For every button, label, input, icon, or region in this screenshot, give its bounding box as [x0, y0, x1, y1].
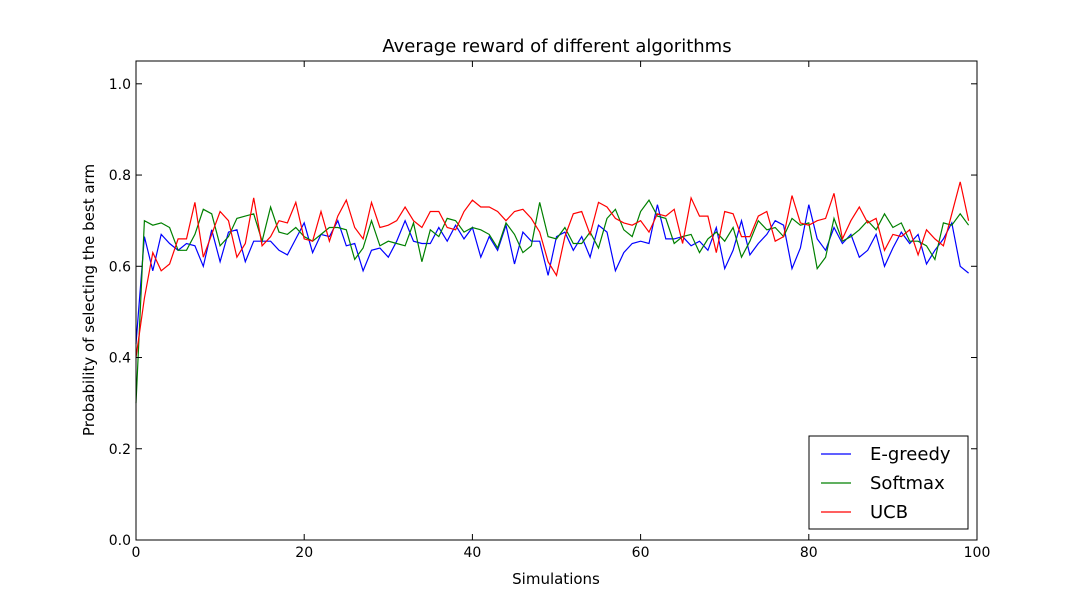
x-tick-label: 80 — [800, 545, 818, 561]
legend-label-softmax: Softmax — [870, 473, 945, 494]
x-tick-label: 60 — [632, 545, 650, 561]
series-line-e-greedy — [135, 204, 969, 344]
legend-label-e-greedy: E-greedy — [870, 444, 951, 465]
axes-ticks: 0 20 40 60 80 100 0.0 0.2 0.4 0.6 0.8 1.0 — [109, 60, 991, 561]
series-line-ucb — [135, 181, 970, 358]
chart-title: Average reward of different algorithms — [382, 36, 731, 57]
plot-area — [135, 181, 970, 404]
x-tick-label: 100 — [964, 545, 991, 561]
legend: E-greedy Softmax UCB — [808, 435, 969, 530]
x-tick-label: 20 — [295, 545, 313, 561]
y-axis-label: Probability of selecting the best arm — [80, 164, 98, 436]
x-tick-label: 40 — [463, 545, 481, 561]
x-axis-label: Simulations — [512, 570, 600, 588]
y-tick-label: 0.6 — [109, 259, 131, 275]
y-tick-label: 0.0 — [109, 533, 131, 549]
axes-frame — [135, 60, 978, 541]
y-tick-label: 0.4 — [109, 351, 131, 367]
y-tick-label: 0.2 — [109, 442, 131, 458]
x-tick-label: 0 — [132, 545, 141, 561]
legend-label-ucb: UCB — [870, 502, 908, 523]
y-tick-label: 1.0 — [109, 77, 131, 93]
series-line-softmax — [135, 198, 970, 404]
y-tick-label: 0.8 — [109, 168, 131, 184]
